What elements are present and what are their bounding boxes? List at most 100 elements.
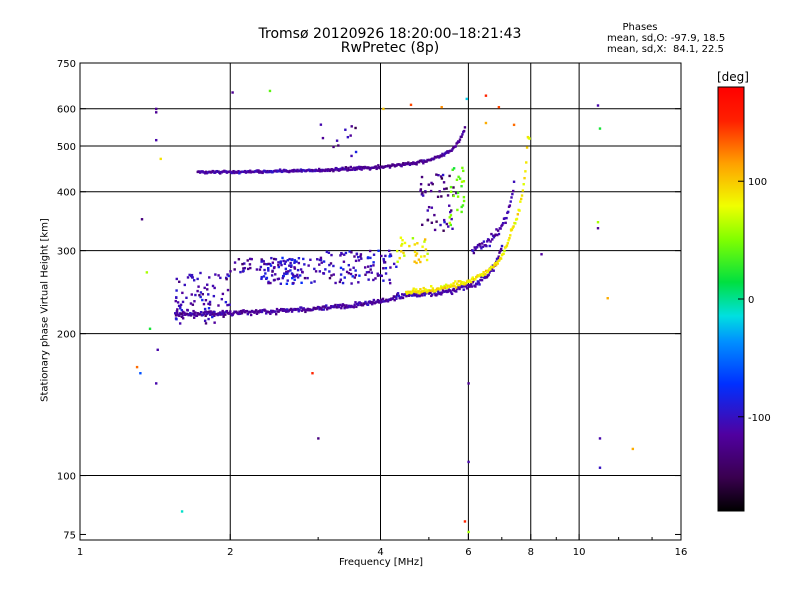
echo-point — [462, 199, 466, 203]
echo-point — [292, 275, 295, 278]
echo-point — [435, 220, 438, 223]
echo-point — [334, 281, 337, 285]
echo-point — [321, 305, 325, 308]
echo-point — [455, 191, 458, 195]
echo-point — [204, 314, 207, 318]
echo-point — [266, 267, 270, 270]
echo-point — [474, 285, 477, 288]
echo-point — [292, 170, 295, 173]
echo-point — [430, 221, 434, 224]
echo-point — [357, 165, 361, 169]
echo-point — [226, 288, 230, 292]
echo-point — [181, 291, 184, 295]
echo-point — [448, 221, 451, 225]
echo-point — [354, 150, 358, 154]
echo-point — [467, 530, 470, 534]
echo-point — [181, 314, 184, 317]
echo-point — [596, 104, 600, 107]
echo-point — [155, 382, 158, 385]
echo-point — [291, 169, 294, 172]
echo-point — [467, 460, 470, 464]
echo-point — [372, 261, 375, 264]
echo-point — [465, 287, 469, 290]
echo-point — [384, 254, 387, 258]
echo-point — [423, 240, 426, 243]
echo-point — [306, 307, 310, 311]
echo-point — [263, 268, 266, 272]
echo-point — [446, 150, 449, 153]
echo-point — [332, 273, 335, 276]
echo-point — [475, 282, 479, 286]
echo-point — [414, 254, 418, 257]
echo-point — [290, 258, 294, 262]
echo-point — [225, 309, 229, 313]
echo-point — [461, 285, 465, 288]
echo-point — [277, 277, 281, 280]
echo-point — [420, 159, 423, 162]
echo-point — [389, 254, 393, 258]
echo-point — [472, 251, 476, 255]
echo-point — [462, 169, 465, 173]
echo-point — [504, 221, 507, 225]
echo-point — [504, 245, 508, 249]
echo-point — [369, 268, 372, 271]
echo-point — [176, 308, 179, 311]
echo-point — [370, 300, 373, 304]
echo-point — [396, 292, 400, 295]
echo-point — [426, 252, 429, 256]
echo-point — [366, 256, 370, 259]
echo-point — [248, 257, 252, 261]
echo-point — [412, 292, 416, 296]
echo-point — [298, 274, 302, 277]
echo-point — [229, 270, 232, 273]
echo-point — [135, 365, 139, 369]
echo-point — [216, 313, 219, 317]
colorbar-tick-label: 0 — [748, 295, 754, 306]
echo-point — [337, 144, 340, 147]
echo-point — [358, 274, 361, 277]
echo-point — [354, 126, 357, 130]
echo-point — [271, 270, 274, 273]
echo-point — [352, 166, 356, 170]
echo-point — [191, 312, 194, 316]
echo-point — [267, 280, 270, 284]
echo-point — [508, 236, 511, 240]
echo-point — [178, 322, 182, 325]
echo-point — [480, 272, 484, 276]
echo-point — [511, 226, 514, 229]
echo-point — [213, 286, 216, 290]
echo-point — [366, 303, 370, 307]
echo-point — [449, 210, 452, 214]
echo-point — [155, 107, 158, 111]
echo-point — [231, 313, 234, 316]
echo-point — [368, 249, 372, 253]
echo-point — [254, 309, 258, 312]
echo-point — [415, 288, 418, 291]
echo-point — [412, 287, 415, 290]
echo-point — [284, 308, 287, 311]
echo-point — [341, 281, 345, 285]
echo-point — [337, 168, 340, 171]
echo-point — [210, 311, 213, 314]
echo-point — [264, 312, 268, 315]
echo-point — [324, 268, 327, 271]
echo-point — [448, 174, 451, 178]
echo-point — [353, 255, 356, 258]
echo-point — [525, 146, 529, 149]
echo-point — [372, 278, 375, 282]
echo-point — [201, 313, 204, 317]
echo-point — [302, 307, 305, 310]
echo-point — [376, 298, 380, 302]
echo-point — [460, 205, 463, 209]
echo-point — [247, 267, 250, 271]
echo-point — [175, 318, 178, 321]
echo-point — [313, 267, 316, 271]
echo-point — [189, 311, 192, 315]
echo-point — [354, 166, 358, 169]
echo-point — [260, 258, 263, 261]
echo-point — [139, 372, 142, 375]
echo-point — [499, 247, 503, 251]
echo-point — [598, 437, 602, 440]
echo-point — [221, 311, 224, 314]
echo-point — [297, 261, 301, 265]
